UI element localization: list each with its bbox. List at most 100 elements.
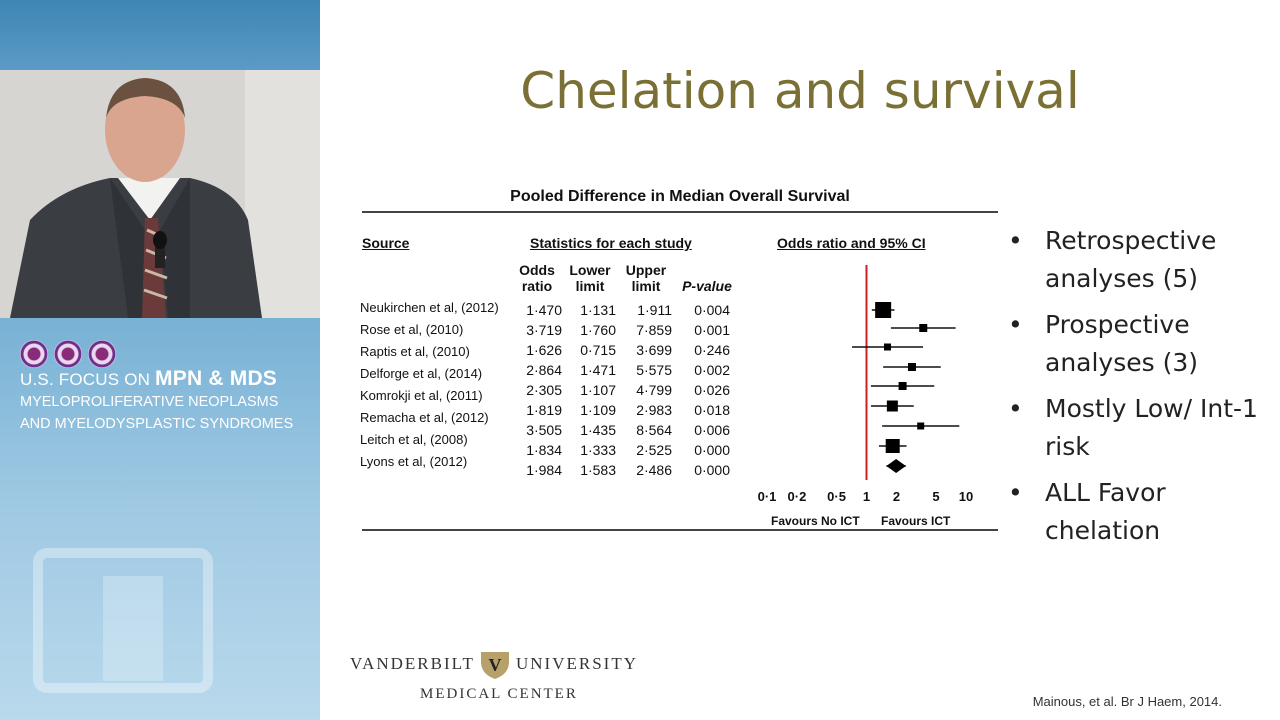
cell-p: 0·018 — [694, 402, 730, 418]
bullet-item: Retrospective analyses (5) — [1008, 222, 1268, 298]
cell-or: 1·984 — [526, 462, 562, 478]
subheader-upper-limit: Upper limit — [625, 262, 667, 294]
forest-plot-title: Pooled Difference in Median Overall Surv… — [510, 188, 850, 205]
study-estimate-marker — [886, 400, 898, 412]
study-estimate-marker — [898, 382, 907, 390]
study-source: Leitch et al, (2008) — [360, 432, 468, 447]
cell-or: 1·819 — [526, 402, 562, 418]
study-source: Delforge et al, (2014) — [360, 366, 483, 381]
cell-upper: 7·859 — [636, 322, 672, 338]
conference-name: U.S. FOCUS ON MPN & MDS — [20, 367, 277, 391]
column-header-statistics: Statistics for each study — [530, 235, 692, 251]
shield-letter: V — [489, 655, 502, 675]
study-source: Raptis et al, (2010) — [360, 344, 470, 359]
cell-or: 3·719 — [526, 322, 562, 338]
cell-p: 0·002 — [694, 362, 730, 378]
cell-upper: 2·525 — [636, 442, 672, 458]
table-bottom-rule — [362, 529, 998, 531]
cell-or: 1·834 — [526, 442, 562, 458]
bullet-item: Prospective analyses (3) — [1008, 306, 1268, 382]
study-estimate-marker — [919, 324, 928, 332]
cell-lower: 1·333 — [580, 442, 616, 458]
cell-p: 0·026 — [694, 382, 730, 398]
sidebar-top-band — [0, 0, 320, 70]
cell-upper: 8·564 — [636, 422, 672, 438]
study-source: Lyons et al, (2012) — [360, 454, 468, 469]
subheader-odds-ratio: Odds ratio — [519, 262, 555, 294]
bullet-list: Retrospective analyses (5) Prospective a… — [1008, 222, 1268, 558]
study-estimate-marker — [875, 302, 892, 318]
bullet-item: Mostly Low/ Int-1 risk — [1008, 390, 1268, 466]
pooled-estimate-diamond — [886, 459, 906, 473]
study-source: Remacha et al, (2012) — [360, 410, 489, 425]
logo-circle-icon — [20, 340, 48, 368]
conference-logo — [20, 340, 116, 368]
subheader-lower-limit: Lower limit — [569, 262, 611, 294]
x-tick-label: 10 — [958, 489, 974, 504]
cell-or: 1·470 — [526, 302, 562, 318]
column-header-source: Source — [362, 235, 410, 251]
logo-circle-icon — [54, 340, 82, 368]
x-tick-label: 0·1 — [757, 489, 777, 504]
cell-p: 0·000 — [694, 442, 730, 458]
cell-lower: 1·107 — [580, 382, 616, 398]
logo-subtitle: MEDICAL CENTER — [420, 686, 578, 702]
study-source: Komrokji et al, (2011) — [360, 388, 483, 403]
speaker-figure — [0, 70, 320, 318]
cell-upper: 1·911 — [637, 302, 672, 318]
forest-plot: Pooled Difference in Median Overall Surv… — [360, 180, 1000, 540]
study-estimate-marker — [884, 343, 892, 351]
favours-right-label: Favours ICT — [881, 514, 951, 528]
cell-p: 0·004 — [694, 302, 730, 318]
cell-lower: 1·760 — [580, 322, 616, 338]
conference-emphasis: MPN & MDS — [155, 367, 278, 390]
logo-word-right: UNIVERSITY — [516, 654, 638, 673]
document-watermark-icon — [33, 548, 213, 693]
cell-p: 0·001 — [694, 322, 730, 338]
cell-lower: 1·471 — [580, 362, 616, 378]
vanderbilt-logo: VANDERBILT V UNIVERSITY MEDICAL CENTER — [350, 648, 650, 708]
cell-or: 2·305 — [526, 382, 562, 398]
conference-prefix: U.S. FOCUS ON — [20, 370, 151, 389]
vanderbilt-shield-icon: V — [481, 652, 509, 679]
speaker-video — [0, 70, 320, 318]
cell-upper: 2·486 — [636, 462, 672, 478]
bullet-item: ALL Favor chelation — [1008, 474, 1268, 550]
cell-lower: 0·715 — [580, 342, 616, 358]
cell-or: 3·505 — [526, 422, 562, 438]
cell-lower: 1·109 — [580, 402, 616, 418]
study-source: Rose et al, (2010) — [360, 322, 464, 337]
cell-upper: 5·575 — [636, 362, 672, 378]
cell-p: 0·006 — [694, 422, 730, 438]
cell-p: 0·246 — [694, 342, 730, 358]
column-header-odds-ratio: Odds ratio and 95% CI — [777, 235, 926, 251]
cell-or: 2·864 — [526, 362, 562, 378]
x-tick-label: 0·2 — [787, 489, 807, 504]
study-estimate-marker — [907, 363, 916, 371]
logo-word-left: VANDERBILT — [350, 654, 475, 673]
x-tick-label: 2 — [892, 489, 901, 504]
cell-or: 1·626 — [526, 342, 562, 358]
subheader-p-value: P-value — [682, 278, 732, 294]
x-tick-label: 5 — [932, 489, 940, 504]
cell-p: 0·000 — [694, 462, 730, 478]
logo-circle-icon — [88, 340, 116, 368]
cell-lower: 1·583 — [580, 462, 616, 478]
x-tick-label: 0·5 — [827, 489, 846, 504]
citation: Mainous, et al. Br J Haem, 2014. — [1032, 694, 1222, 709]
table-top-rule — [362, 211, 998, 213]
cell-upper: 4·799 — [636, 382, 672, 398]
conference-sidebar: U.S. FOCUS ON MPN & MDS MYELOPROLIFERATI… — [0, 0, 320, 720]
cell-lower: 1·435 — [580, 422, 616, 438]
study-estimate-marker — [885, 439, 900, 453]
odds-ratio-plot — [852, 265, 960, 480]
cell-lower: 1·131 — [580, 302, 616, 318]
cell-upper: 3·699 — [636, 342, 672, 358]
x-tick-label: 1 — [862, 489, 871, 504]
cell-upper: 2·983 — [636, 402, 672, 418]
favours-left-label: Favours No ICT — [771, 514, 860, 528]
conference-subtitle-2: AND MYELODYSPLASTIC SYNDROMES — [20, 416, 294, 432]
slide-title: Chelation and survival — [520, 62, 1080, 120]
study-estimate-marker — [917, 422, 925, 430]
conference-subtitle-1: MYELOPROLIFERATIVE NEOPLASMS — [20, 394, 279, 410]
